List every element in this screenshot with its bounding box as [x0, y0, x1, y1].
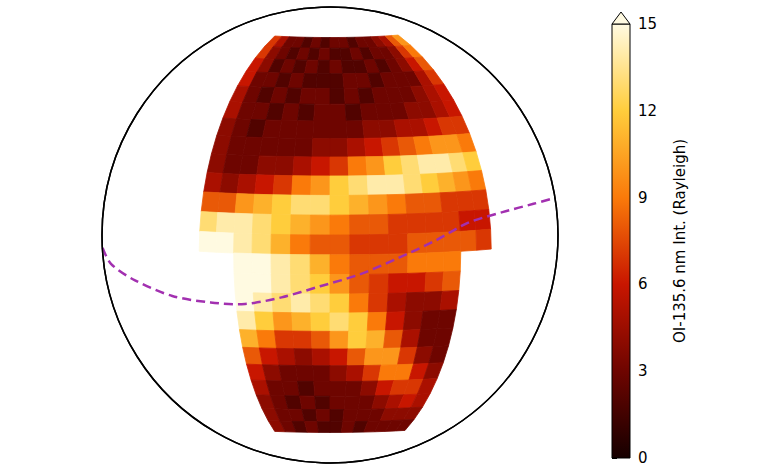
svg-text:OI-135.6 nm Int. (Rayleigh): OI-135.6 nm Int. (Rayleigh): [671, 139, 689, 343]
svg-text:0: 0: [638, 449, 648, 467]
svg-text:12: 12: [638, 102, 657, 120]
svg-text:3: 3: [638, 362, 648, 380]
svg-text:9: 9: [638, 189, 648, 207]
svg-text:6: 6: [638, 275, 648, 293]
svg-text:15: 15: [638, 15, 657, 33]
